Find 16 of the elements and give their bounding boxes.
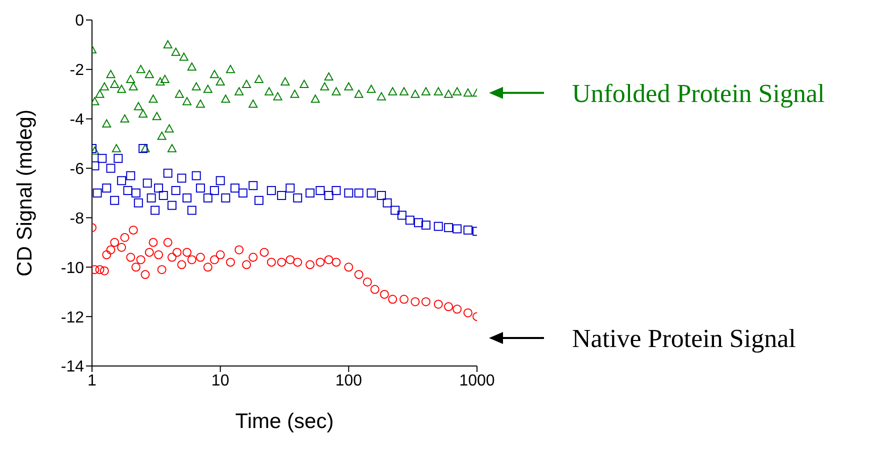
x-tick-label: 100 — [335, 372, 362, 390]
y-tick-label: -2 — [70, 62, 84, 80]
x-tick-label: 1000 — [459, 372, 495, 390]
y-tick-label: -4 — [70, 112, 84, 129]
text: Unfolded Protein Signal — [572, 78, 825, 108]
y-tick-label: -14 — [60, 358, 84, 376]
text: Native Protein Signal — [572, 324, 796, 353]
x-tick-label: 1 — [88, 372, 97, 390]
y-tick-label: 0 — [75, 12, 84, 30]
y-tick-label: -8 — [70, 210, 84, 228]
y-axis-title: CD Signal (mdeg) — [13, 110, 36, 276]
x-axis-title: Time (sec) — [235, 410, 334, 433]
y-tick-label: -12 — [60, 309, 84, 326]
y-tick-label: -6 — [70, 160, 84, 178]
y-tick-label: -10 — [60, 260, 84, 277]
x-tick-label: 10 — [211, 372, 230, 390]
